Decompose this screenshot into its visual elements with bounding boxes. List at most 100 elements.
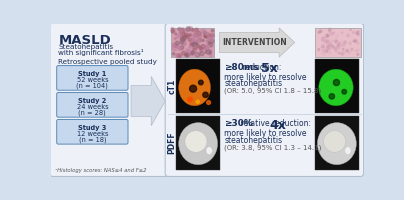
FancyBboxPatch shape [50,23,170,176]
Text: steatohepatitis: steatohepatitis [224,79,282,88]
Circle shape [200,39,202,41]
Text: ≥30%: ≥30% [224,119,253,128]
Circle shape [192,49,196,53]
Circle shape [341,32,343,33]
Circle shape [182,43,185,46]
Bar [315,116,359,170]
Circle shape [205,45,208,49]
Circle shape [210,39,214,43]
Circle shape [189,46,191,49]
Circle shape [183,36,187,40]
Circle shape [172,43,176,47]
Circle shape [332,32,334,34]
Circle shape [348,51,351,54]
Circle shape [322,37,324,39]
Circle shape [330,40,333,42]
FancyBboxPatch shape [165,23,364,176]
Circle shape [180,41,183,44]
Circle shape [196,40,198,42]
Circle shape [194,43,198,46]
Circle shape [201,29,205,34]
Circle shape [191,51,195,54]
Text: (n = 18): (n = 18) [78,136,106,143]
Text: 4x: 4x [270,119,287,132]
Circle shape [328,35,330,36]
Circle shape [187,52,190,56]
Circle shape [175,41,179,45]
Text: Retrospective pooled study: Retrospective pooled study [58,59,157,65]
Text: (n = 28): (n = 28) [78,109,106,116]
Circle shape [172,46,177,51]
Circle shape [181,37,184,40]
Circle shape [197,37,201,41]
Circle shape [357,33,359,35]
Text: cT1: cT1 [168,79,177,94]
Ellipse shape [324,131,346,152]
Circle shape [343,43,345,46]
Circle shape [190,42,194,46]
Circle shape [329,94,335,99]
Circle shape [326,40,329,43]
Circle shape [195,53,200,57]
Circle shape [208,38,213,43]
Circle shape [322,51,324,54]
Text: Study 2: Study 2 [78,98,107,104]
Circle shape [207,37,210,39]
Circle shape [182,51,185,55]
Ellipse shape [345,147,351,155]
Circle shape [208,49,212,53]
Circle shape [185,30,187,32]
Circle shape [336,44,339,47]
Circle shape [206,47,209,50]
Text: MASLD: MASLD [58,34,111,47]
Circle shape [209,52,211,54]
Circle shape [177,35,179,38]
Circle shape [174,43,179,48]
Text: 24 weeks: 24 weeks [76,104,108,110]
FancyBboxPatch shape [57,119,128,144]
FancyBboxPatch shape [57,93,128,117]
Circle shape [336,36,337,38]
Circle shape [207,33,210,35]
Circle shape [205,35,206,37]
Circle shape [330,34,332,36]
Circle shape [327,42,330,45]
Circle shape [186,49,189,51]
Circle shape [207,101,210,104]
Circle shape [188,27,193,31]
Circle shape [194,33,197,37]
Circle shape [178,54,181,57]
Circle shape [202,50,205,52]
Circle shape [342,89,347,94]
Text: 5x: 5x [261,62,278,75]
Circle shape [181,33,185,38]
Bar [171,28,214,57]
Circle shape [326,35,328,37]
Circle shape [179,29,181,32]
Circle shape [204,36,206,38]
Bar [315,59,359,113]
Circle shape [206,43,210,47]
Circle shape [318,31,321,33]
Circle shape [188,97,192,102]
Circle shape [328,30,331,32]
Circle shape [328,43,331,46]
Circle shape [186,27,190,31]
Circle shape [196,100,199,103]
Text: Steatohepatitis: Steatohepatitis [58,44,114,50]
FancyBboxPatch shape [57,66,128,90]
Circle shape [200,50,203,52]
Circle shape [349,42,351,44]
Circle shape [211,34,215,37]
Circle shape [195,28,198,32]
Circle shape [203,92,208,98]
Text: Study 3: Study 3 [78,125,107,131]
Ellipse shape [206,147,212,155]
Circle shape [173,31,174,32]
Circle shape [180,29,184,33]
Circle shape [318,32,319,33]
Circle shape [176,54,179,57]
Circle shape [356,32,358,34]
Circle shape [354,40,356,42]
Circle shape [337,35,339,36]
